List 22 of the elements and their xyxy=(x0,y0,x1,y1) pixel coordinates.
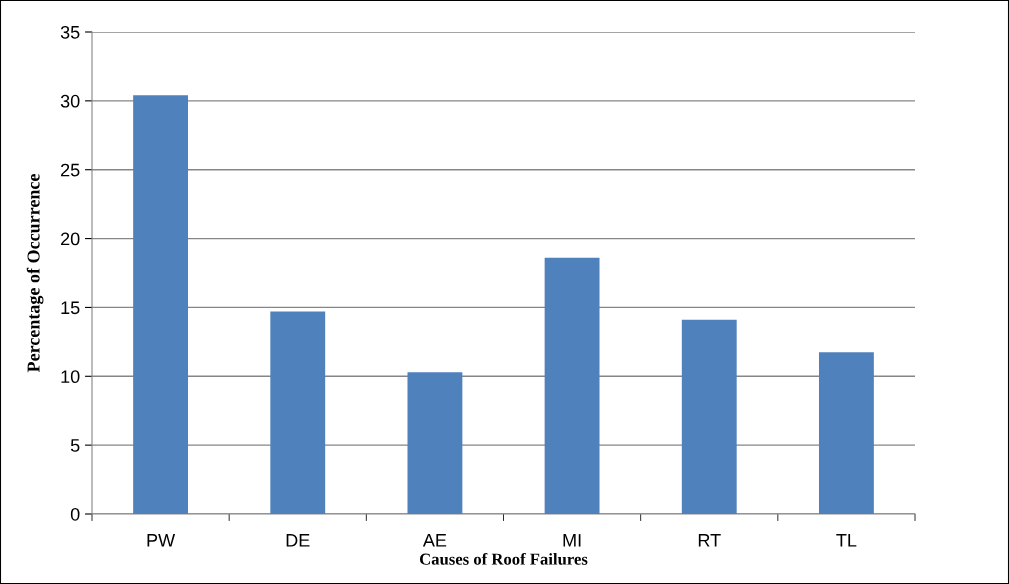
x-tick-label: RT xyxy=(698,534,721,547)
x-tick-label: DE xyxy=(286,534,310,547)
y-tick-label: 30 xyxy=(60,94,80,108)
y-tick-label: 25 xyxy=(61,163,80,177)
y-axis-title: Percentage of Occurrence xyxy=(26,174,44,373)
y-tick-label: 35 xyxy=(60,25,80,39)
bar xyxy=(270,311,326,514)
bar xyxy=(818,352,874,514)
x-tick-label: AE xyxy=(422,534,447,547)
bar xyxy=(407,372,463,514)
bar xyxy=(133,95,189,514)
bar xyxy=(544,257,600,514)
x-tick-label: TL xyxy=(836,534,857,547)
x-tick-label: MI xyxy=(563,534,581,547)
y-tick-label: 10 xyxy=(61,370,80,384)
x-tick-label: PW xyxy=(147,534,176,547)
y-tick-label: 5 xyxy=(70,439,80,452)
y-tick-label: 15 xyxy=(61,301,80,315)
x-axis-title: Causes of Roof Failures xyxy=(419,552,588,565)
y-tick-label: 20 xyxy=(61,232,80,246)
bar xyxy=(681,319,737,514)
y-tick-label: 0 xyxy=(70,507,80,521)
